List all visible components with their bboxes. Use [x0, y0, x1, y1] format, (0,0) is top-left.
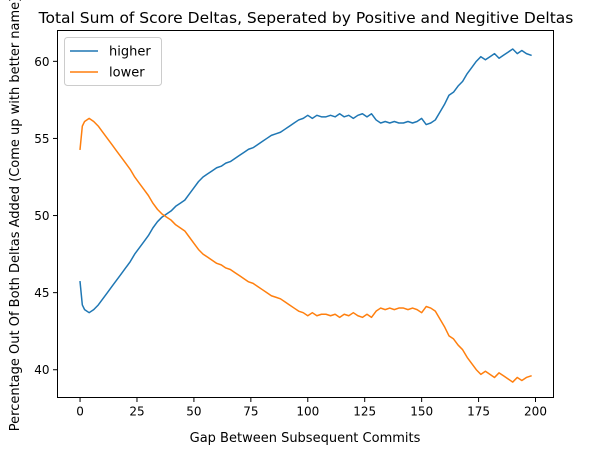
x-axis: 0 25 50 75 100 125 150 175 200 [76, 397, 547, 419]
x-tick-label: 0 [76, 405, 84, 419]
chart-title: Total Sum of Score Deltas, Seperated by … [38, 9, 574, 27]
legend: higher lower [64, 37, 162, 86]
x-tick-label: 50 [186, 405, 201, 419]
y-tick-label: 55 [34, 132, 49, 146]
plot-area [79, 48, 532, 383]
y-tick-label: 50 [34, 209, 49, 223]
y-tick-label: 45 [34, 286, 49, 300]
x-tick-label: 25 [129, 405, 144, 419]
y-axis: 40 45 50 55 60 [34, 55, 58, 377]
x-tick-label: 75 [243, 405, 258, 419]
legend-label-lower: lower [109, 66, 145, 81]
legend-label-higher: higher [109, 45, 151, 60]
x-axis-label: Gap Between Subsequent Commits [190, 431, 421, 446]
x-tick-label: 175 [467, 405, 490, 419]
series-line-higher [79, 48, 532, 314]
y-tick-label: 40 [34, 363, 49, 377]
x-tick-label: 100 [296, 405, 319, 419]
x-tick-label: 200 [524, 405, 547, 419]
legend-box [64, 37, 162, 86]
x-tick-label: 150 [410, 405, 433, 419]
y-axis-label: Percentage Out Of Both Deltas Added (Com… [8, 0, 23, 431]
plot-frame [57, 30, 554, 398]
x-tick-label: 125 [353, 405, 376, 419]
series-line-lower [79, 117, 532, 383]
y-tick-label: 60 [34, 55, 49, 69]
